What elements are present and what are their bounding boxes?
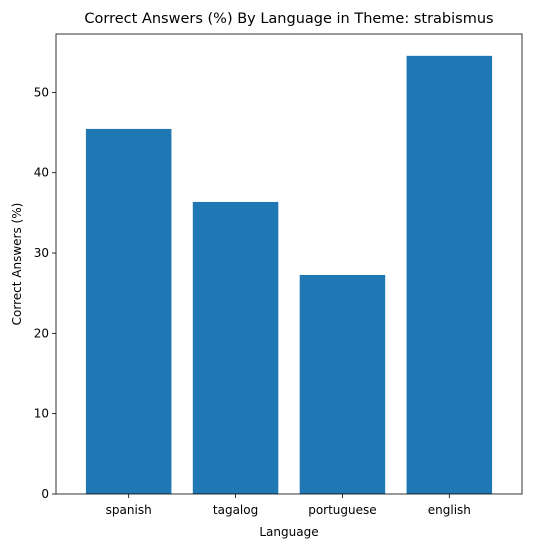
y-tick-label: 10 [34, 407, 49, 421]
y-tick-label: 50 [34, 85, 49, 99]
plot-area: 0 10 20 30 40 50 spanish tagalog portuguese engli… [34, 33, 523, 517]
y-tick-label: 40 [34, 166, 49, 180]
plot-frame [55, 33, 523, 495]
chart-title: Correct Answers (%) By Language in Theme… [84, 11, 493, 27]
y-axis-label: Correct Answers (%) [10, 203, 24, 326]
bar-english [406, 55, 493, 495]
bar-tagalog [192, 201, 279, 494]
x-axis-label: Language [259, 525, 318, 539]
y-tick-label: 20 [34, 326, 49, 340]
bar-portuguese [299, 274, 386, 494]
y-tick-label: 0 [41, 487, 49, 501]
x-tick-label: portuguese [308, 503, 376, 517]
x-tick-label: english [428, 503, 471, 517]
bar-spanish [85, 128, 172, 494]
x-tick-label: spanish [106, 503, 152, 517]
x-tick-label: tagalog [213, 503, 258, 517]
y-tick-label: 30 [34, 246, 49, 260]
